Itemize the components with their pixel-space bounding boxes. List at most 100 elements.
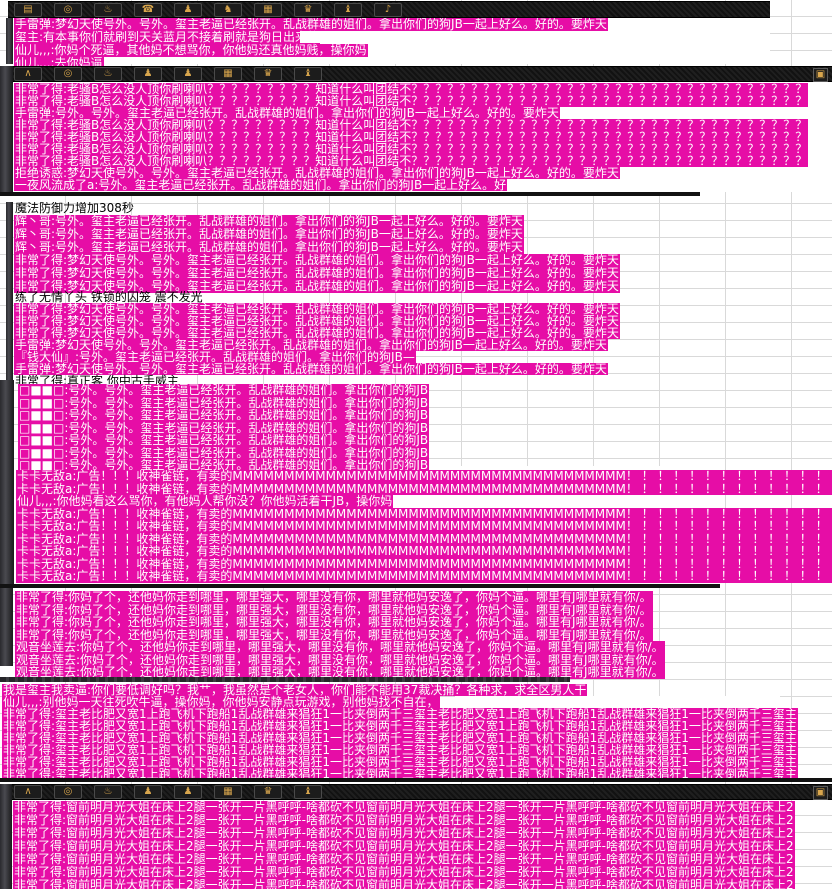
chat-line: 非常了得:你妈了个，还他妈你走到哪里，哪里强大，哪里没有你，哪里就他妈安逸了，你… [15,591,653,604]
whisper-icon[interactable]: ♟ [134,67,162,81]
chat-line: 非常了得:老骚B怎么没人顶你刷喇叭？？？？？？？？？知道什么叫团结不？？？？？？… [14,154,809,168]
chat-line: 非常了得:你妈了个，还他妈你走到哪里，哪里强大，哪里没有你，哪里就他妈安逸了，你… [15,615,653,629]
balance-icon[interactable]: ♝ [294,785,322,799]
chat-line: 非常了得:梦幻天使号外。号外。玺主老逼已经张开。乱战群雄的姐们。拿出你们的狗JB… [14,302,620,316]
chat-line: 非常了得:窗前明月光大姐在床上2腿一张开一片黑呼呼-啥都砍不见窗前明月光大姐在床… [13,879,795,889]
chat-line: □■■□:号外。号外。玺主老逼已经张开。乱战群雄的姐们。拿出你们的狗JB [18,408,430,422]
chat-line: 仙儿,,,:你他妈看这么骂你，有他妈人帮你没？你他妈活着干JB，操你妈 [16,494,394,508]
chat-line: 非常了得:窗前明月光大姐在床上2腿一张开一片黑呼呼-啥都砍不见窗前明月光大姐在床… [13,865,795,879]
chat-line: 非常了得:老骚B怎么没人顶你刷喇叭？？？？？？？？？知道什么叫团结不？？？？？？… [14,130,809,144]
selection-artifact [300,31,515,43]
chat-line: 观音坐莲去:你妈了个，还他妈你走到哪里，哪里强大，哪里没有你，哪里就他妈安逸了，… [15,640,665,654]
chat-line: 非常了得:老骚B怎么没人顶你刷喇叭？？？？？？？？？知道什么叫团结不？？？？？？… [14,94,809,108]
chat-line: 仙儿,,,:去你妈逼 [14,57,104,66]
chat-line: 卡卡无敌a:广告！！！收神雀链，有卖的MMMMMMMMMMMMMMMMMMMMM… [16,570,832,583]
chat-line: 非常了得:窗前明月光大姐在床上2腿一张开一片黑呼呼-啥都砍不见窗前明月光大姐在床… [13,826,795,840]
chat-line: □■■□:号外。号外。玺主老逼已经张开。乱战群雄的姐们。拿出你们的狗JB [18,458,430,472]
guild-icon[interactable]: ♛ [294,2,322,17]
chat-line: 非常了得:你妈了个，还他妈你走到哪里，哪里强大，哪里没有你，哪里就他妈安逸了，你… [15,627,653,642]
window-frame [0,588,13,666]
chat-line: 非常了得:窗前明月光大姐在床上2腿一张开一片黑呼呼-啥都砍不见窗前明月光大姐在床… [13,852,795,866]
chat-line: 手雷弹:梦幻天使号外。号外。玺主老逼已经张开。乱战群雄的姐们。拿出你们的狗JB一… [14,362,608,376]
scroll-up-icon[interactable]: ∧ [14,67,42,81]
trophy-icon[interactable]: ♛ [254,67,282,81]
target-icon[interactable]: ◎ [54,2,82,17]
chat-line: 卡卡无敌a:广告！！！收神雀链，有卖的MMMMMMMMMMMMMMMMMMMMM… [16,532,832,545]
chat-line: □■■□:号外。号外。玺主老逼已经张开。乱战群雄的姐们。拿出你们的狗JB [18,433,430,447]
chat-line: 卡卡无敌a:广告！！！收神雀链，有卖的MMMMMMMMMMMMMMMMMMMMM… [16,520,832,533]
chat-line: 非常了得:梦幻天使号外。号外。玺主老逼已经张开。乱战群雄的姐们。拿出你们的狗JB… [14,253,620,267]
chat-line: 卡卡无敌a:广告！！！收神雀链，有卖的MMMMMMMMMMMMMMMMMMMMM… [16,507,832,520]
chat-log-section: 非常了得:窗前明月光大姐在床上2腿一张开一片黑呼呼-啥都砍不见窗前明月光大姐在床… [13,801,832,889]
chat-line: 仙儿,,,:别他妈一天往死吹牛逼，操你妈，你他妈安静点玩游戏，别他妈找不自在， [2,695,440,709]
chat-line: □■■□:号外。号外。玺主老逼已经张开。乱战群雄的姐们。拿出你们的狗JB [18,445,430,460]
whisper-icon[interactable]: ♟ [134,785,162,799]
chat-line: 非常了得:玺主老比肥又宽1上跑飞机下跑船1乱战群雄来猖狂1一比夹倒两千三玺主老比… [2,707,798,721]
selection-artifact [455,696,780,708]
chat-line: 我是玺主我卖逼:你们要低调好吗？我艹，我虽然是个老女人，你们能不能用37裁决捅？… [2,684,588,697]
chat-line: 非常了得:梦幻天使号外。号外。玺主老逼已经张开。乱战群雄的姐们。拿出你们的狗JB… [14,279,620,293]
group-icon[interactable]: ♟ [174,67,202,81]
scroll-up-icon[interactable]: ∧ [14,785,42,799]
chat-line: 非常了得:梦幻天使号外。号外。玺主老逼已经张开。乱战群雄的姐们。拿出你们的狗JB… [14,326,620,340]
chat-line: 非常了得:窗前明月光大姐在床上2腿一张开一片黑呼呼-啥都砍不见窗前明月光大姐在床… [13,839,795,853]
chat-line: 非常了得:玺主老比肥又宽1上跑飞机下跑船1乱战群雄来猖狂1一比夹倒两千三玺主老比… [2,743,798,757]
friend-icon[interactable]: ♟ [174,2,202,17]
chat-line: 手雷弹:梦幻天使号外。号外。玺主老逼已经张开。乱战群雄的姐们。拿出你们的狗JB一… [14,338,608,352]
chat-line: 辉丶哥:号外。玺主老逼已经张开。乱战群雄的姐们。拿出你们的狗JB一起上好么。好的… [14,214,524,228]
chat-line: 练了无情丫头 铁锁的囚笼 震不发光 [15,291,203,304]
window-grid-icon[interactable]: ▦ [214,785,242,799]
chat-line: 非常了得:玺主老比肥又宽1上跑飞机下跑船1乱战群雄来猖狂1一比夹倒两千三玺主老比… [2,755,798,769]
collapse-icon[interactable]: ▣ [813,786,828,800]
separator-bar [0,778,832,782]
window-frame [0,784,12,889]
chat-line: 仙儿,,,:你妈个死逼，其他妈不想骂你，你他妈还真他妈贱，操你妈 [14,43,368,57]
collapse-icon[interactable]: ▣ [813,68,828,82]
chat-line: 拒绝诱惑:梦幻天使号外。号外。玺主老逼已经张开。乱战群雄的姐们。拿出你们的狗JB… [14,166,620,180]
game-toolbar-top: ▤ ◎ ♨ ☎ ♟ ♞ ▦ ♛ ♝ ♪ [8,1,770,18]
chat-line: 手雷弹:梦幻天使号外。号外。玺主老逼已经张开。乱战群雄的姐们。拿出你们的狗JB一… [14,18,608,31]
window-frame [0,66,13,192]
window-grid-icon[interactable]: ▦ [214,67,242,81]
chat-toolbar-bottom: ∧ ◎ ♨ ♟ ♟ ▦ ♛ ♝ [8,784,832,800]
record-icon[interactable]: ◎ [54,67,82,81]
chat-line: 玺主:有本事你们就刷到天关蓝月不接着刷就是狗日出来的 [14,30,321,44]
chat-line: 卡卡无敌a:广告！！！收神雀链，有卖的MMMMMMMMMMMMMMMMMMMMM… [16,470,832,483]
chat-line: 观音坐莲去:你妈了个，还他妈你走到哪里，哪里强大，哪里没有你，哪里就他妈安逸了，… [15,665,665,679]
chat-line: 非常了得:玺主老比肥又宽1上跑飞机下跑船1乱战群雄来猖狂1一比夹倒两千三玺主老比… [2,719,798,733]
chat-line: 非常了得:窗前明月光大姐在床上2腿一张开一片黑呼呼-啥都砍不见窗前明月光大姐在床… [13,801,795,814]
group-icon[interactable]: ♟ [174,785,202,799]
chat-line: 卡卡无敌a:广告！！！收神雀链，有卖的MMMMMMMMMMMMMMMMMMMMM… [16,482,832,495]
horn-icon[interactable]: ♨ [94,2,122,17]
window-frame [6,202,13,387]
chat-line: □■■□:号外。号外。玺主老逼已经张开。乱战群雄的姐们。拿出你们的狗JB [18,420,430,435]
chat-line: 『钱大仙』:号外。玺主老逼已经张开。乱战群雄的姐们。拿出你们的狗JB— [14,350,416,364]
chat-log-section: 魔法防御力增加308秒 辉丶哥:号外。玺主老逼已经张开。乱战群雄的姐们。拿出你们的… [14,202,832,293]
window-grid-icon[interactable]: ▦ [254,2,282,17]
record-icon[interactable]: ◎ [54,785,82,799]
chat-line: 魔法防御力增加308秒 [15,202,134,215]
whisper-icon[interactable]: ☎ [134,2,162,17]
balance-icon[interactable]: ♝ [294,67,322,81]
horn-icon[interactable]: ♨ [94,785,122,799]
chat-line: 卡卡无敌a:广告！！！收神雀链，有卖的MMMMMMMMMMMMMMMMMMMMM… [16,545,832,558]
chat-line: 非常了得:窗前明月光大姐在床上2腿一张开一片黑呼呼-啥都砍不见窗前明月光大姐在床… [13,813,795,827]
chat-log-section: 非常了得:老骚B怎么没人顶你刷喇叭？？？？？？？？？知道什么叫团结不？？？？？？… [14,83,832,192]
chat-line: 非常了得:老骚B怎么没人顶你刷喇叭？？？？？？？？？知道什么叫团结不？？？？？？… [14,142,809,156]
chat-line: 非常了得:梦幻天使号外。号外。玺主老逼已经张开。乱战群雄的姐们。拿出你们的狗JB… [14,266,620,280]
chat-log-section: 卡卡无敌a:广告！！！收神雀链，有卖的MMMMMMMMMMMMMMMMMMMMM… [16,470,832,583]
window-frame [0,380,14,470]
compressed-line-artifact [0,677,570,682]
chat-log-section: 手雷弹:梦幻天使号外。号外。玺主老逼已经张开。乱战群雄的姐们。拿出你们的狗JB一… [14,18,832,66]
mount-icon[interactable]: ♞ [214,2,242,17]
chat-line: 非常了得:老骚B怎么没人顶你刷喇叭？？？？？？？？？知道什么叫团结不？？？？？？… [14,83,809,96]
rank-icon[interactable]: ♝ [334,2,362,17]
chat-log-section: 非常了得:你妈了个，还他妈你走到哪里，哪里强大，哪里没有你，哪里就他妈安逸了，你… [15,591,832,679]
chat-log-section: 练了无情丫头 铁锁的囚笼 震不发光 非常了得:梦幻天使号外。号外。玺主老逼已经张开… [14,291,832,387]
chat-line: 手雷弹:号外。号外。玺主老逼已经张开。乱战群雄的姐们。拿出你们的狗JB一起上好么… [14,106,560,120]
chat-line: 一夜风流成了a:号外。玺主老逼已经张开。乱战群雄的姐们。拿出你们的狗JB一起上好… [14,178,508,192]
horn-icon[interactable]: ♨ [94,67,122,81]
sound-icon[interactable]: ♪ [374,2,402,17]
trophy-icon[interactable]: ♛ [254,785,282,799]
menu-icon[interactable]: ▤ [14,2,42,17]
